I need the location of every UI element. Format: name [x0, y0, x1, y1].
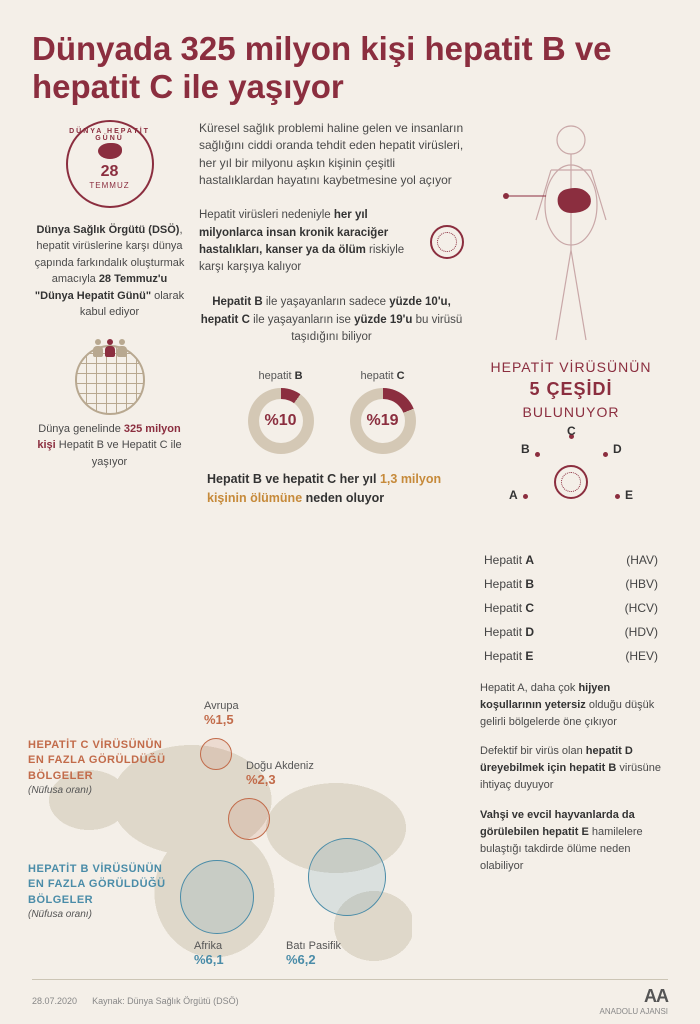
varieties-title: HEPATİT VİRÜSÜNÜN 5 ÇEŞİDİ BULUNUYOR: [476, 358, 666, 422]
varieties-diagram: C B D A E: [521, 432, 621, 532]
intro-text: Küresel sağlık problemi haline gelen ve …: [199, 120, 464, 190]
badge-arc-text: DÜNYA HEPATİT GÜNÜ: [68, 128, 152, 142]
fact-chronic: Hepatit virüsleri nedeniyle her yıl mily…: [199, 207, 420, 276]
label-avrupa: Avrupa %1,5: [204, 700, 239, 727]
bubble-dogu-akdeniz: [228, 798, 270, 840]
note-hep-a: Hepatit A, daha çok hijyen koşullarının …: [476, 680, 666, 731]
hepatitis-list: Hepatit A(HAV) Hepatit B(HBV) Hepatit C(…: [476, 548, 666, 668]
list-item: Hepatit D(HDV): [476, 620, 666, 644]
list-item: Hepatit E(HEV): [476, 644, 666, 668]
fact-awareness: Hepatit B ile yaşayanların sadece yüzde …: [199, 294, 464, 346]
note-hep-d: Defektif bir virüs olan hepatit D üreyeb…: [476, 743, 666, 794]
conclusion-text: Hepatit B ve hepatit C her yıl 1,3 milyo…: [199, 470, 464, 508]
liver-highlight-icon: [558, 188, 591, 213]
who-text: Dünya Sağlık Örgütü (DSÖ), hepatit virüs…: [32, 222, 187, 321]
footer-brand: ANADOLU AJANSI: [600, 1007, 668, 1016]
person-icon: [105, 339, 115, 357]
bubble-afrika: [180, 860, 254, 934]
footer-source: Kaynak: Dünya Sağlık Örgütü (DSÖ): [92, 996, 239, 1006]
right-column: HEPATİT VİRÜSÜNÜN 5 ÇEŞİDİ BULUNUYOR C B…: [476, 120, 666, 875]
person-icon: [117, 339, 127, 357]
logo-icon: AA: [644, 986, 668, 1006]
label-pasifik: Batı Pasifik %6,2: [286, 940, 341, 967]
hepatitis-day-badge: DÜNYA HEPATİT GÜNÜ 28 TEMMUZ: [66, 120, 154, 208]
donut-chart-b: %10: [248, 388, 314, 454]
who-name: Dünya Sağlık Örgütü (DSÖ): [36, 224, 179, 236]
person-icon: [93, 339, 103, 357]
bubble-avrupa: [200, 738, 232, 770]
hepb-regions-title: HEPATİT B VİRÜSÜNÜN EN FAZLA GÖRÜLDÜĞÜ B…: [28, 862, 168, 922]
virus-icon: [554, 465, 588, 499]
label-afrika: Afrika %6,1: [194, 940, 224, 967]
footer-date: 28.07.2020: [32, 996, 77, 1006]
badge-month: TEMMUZ: [89, 181, 129, 190]
list-item: Hepatit A(HAV): [476, 548, 666, 572]
donut-row: hepatit B %10 hepatit C %19: [199, 370, 464, 454]
human-body-figure: [496, 120, 646, 350]
globe-text: Dünya genelinde 325 milyon kişi Hepatit …: [32, 421, 187, 471]
bubble-pasifik: [308, 838, 386, 916]
note-hep-e: Vahşi ve evcil hayvanlarda da görülebile…: [476, 807, 666, 875]
donut-chart-c: %19: [350, 388, 416, 454]
virus-icon: [430, 225, 464, 259]
main-title: Dünyada 325 milyon kişi hepatit B ve hep…: [32, 30, 668, 106]
donut-hepc: hepatit C %19: [350, 370, 416, 454]
world-map-section: HEPATİT C VİRÜSÜNÜN EN FAZLA GÖRÜLDÜĞÜ B…: [32, 702, 412, 982]
footer: 28.07.2020 Kaynak: Dünya Sağlık Örgütü (…: [32, 979, 668, 1016]
list-item: Hepatit B(HBV): [476, 572, 666, 596]
list-item: Hepatit C(HCV): [476, 596, 666, 620]
hepc-regions-title: HEPATİT C VİRÜSÜNÜN EN FAZLA GÖRÜLDÜĞÜ B…: [28, 738, 168, 798]
globe-icon: [75, 345, 145, 415]
liver-icon: [98, 143, 122, 159]
donut-hepb: hepatit B %10: [248, 370, 314, 454]
badge-day: 28: [101, 163, 119, 181]
label-dogu-akdeniz: Doğu Akdeniz %2,3: [246, 760, 314, 787]
